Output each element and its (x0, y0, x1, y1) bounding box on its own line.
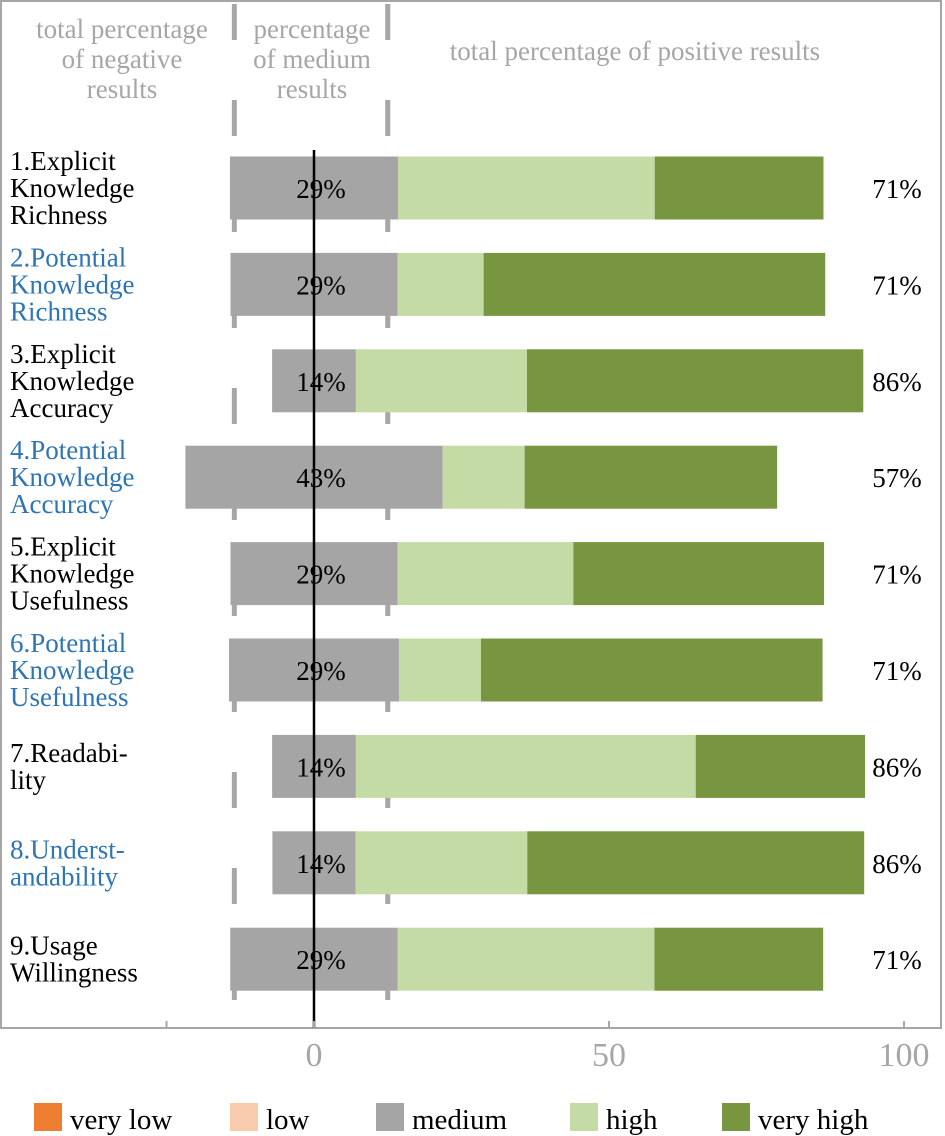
category-label-6: 6.Potential Knowledge Usefulness (10, 628, 134, 712)
category-label-7: 7.Readabi-lity (10, 738, 128, 795)
bar-very-high-6 (480, 638, 823, 702)
positive-total-label-8: 86% (872, 849, 922, 879)
bar-high-4 (442, 445, 525, 509)
positive-total-label-6: 71% (872, 656, 922, 686)
category-label-line: Knowledge (10, 655, 134, 685)
category-label-line: 5.Explicit (10, 532, 116, 562)
bar-high-3 (355, 349, 527, 413)
bar-high-9 (397, 927, 655, 991)
category-label-8: 8.Underst-andability (10, 834, 125, 891)
x-tick-label: 50 (592, 1037, 626, 1074)
bar-very-high-4 (524, 445, 778, 509)
positive-total-label-5: 71% (872, 560, 922, 590)
header-medium-line: of medium (253, 44, 371, 74)
medium-percent-label-3: 14% (296, 367, 346, 397)
positive-total-label-2: 71% (872, 270, 922, 300)
positive-total-label-9: 71% (872, 945, 922, 975)
category-label-line: Accuracy (10, 393, 114, 423)
header-medium: percentage of medium results (253, 14, 371, 104)
medium-percent-label-7: 14% (296, 752, 346, 782)
positive-total-label-7: 86% (872, 752, 922, 782)
legend-label-medium: medium (412, 1104, 507, 1136)
bar-high-5 (397, 542, 574, 606)
bar-high-1 (398, 156, 655, 220)
column-headers: total percentage of negative resultspercen… (36, 14, 820, 104)
x-tick-label: 100 (879, 1037, 930, 1074)
bar-very-high-7 (695, 734, 866, 798)
category-label-line: 9.Usage (10, 931, 98, 961)
x-axis: 0 50 100 (165, 1021, 930, 1074)
legend-label-high: high (606, 1104, 658, 1136)
bar-high-6 (398, 638, 481, 702)
header-negative-line: results (87, 74, 158, 104)
category-label-9: 9.Usage Willingness (10, 931, 138, 988)
legend-swatch-medium (376, 1103, 404, 1131)
category-label-line: 1.Explicit (10, 146, 116, 176)
category-label-line: Knowledge (10, 559, 134, 589)
plot-frame (0, 0, 942, 1029)
category-label-line: Richness (10, 200, 108, 230)
bar-very-high-3 (526, 349, 864, 413)
category-label-3: 3.Explicit Knowledge Accuracy (10, 339, 134, 423)
category-label-line: 2.Potential (10, 242, 126, 272)
category-label-line: Richness (10, 296, 108, 326)
legend-swatch-very-high (722, 1103, 750, 1131)
legend-label-low: low (266, 1104, 310, 1136)
category-label-line: 7.Readabi- (10, 738, 128, 768)
divider-lines (231, 4, 391, 1028)
bar-high-8 (355, 831, 528, 895)
category-label-line: 4.Potential (10, 435, 126, 465)
legend-label-very-high: very high (758, 1104, 869, 1136)
bar-very-high-9 (654, 927, 824, 991)
medium-percent-label-6: 29% (296, 656, 346, 686)
category-label-line: 8.Underst- (10, 834, 125, 864)
category-label-line: Knowledge (10, 366, 134, 396)
category-label-line: Knowledge (10, 462, 134, 492)
header-negative-line: of negative (62, 44, 183, 74)
bar-high-2 (397, 252, 484, 316)
bar-very-high-5 (573, 542, 825, 606)
medium-percent-label-1: 29% (296, 174, 346, 204)
medium-percent-label-9: 29% (296, 945, 346, 975)
x-tick-label: 0 (306, 1037, 323, 1074)
bar-high-7 (355, 734, 696, 798)
medium-percent-label-2: 29% (296, 270, 346, 300)
category-label-4: 4.Potential Knowledge Accuracy (10, 435, 134, 519)
category-label-line: andability (10, 861, 118, 891)
bar-very-high-8 (527, 831, 865, 895)
positive-total-label-1: 71% (872, 174, 922, 204)
category-label-5: 5.Explicit Knowledge Usefulness (10, 532, 134, 616)
category-label-line: 6.Potential (10, 628, 126, 658)
category-label-line: lity (10, 765, 47, 795)
legend: very low low medium high very high (34, 1103, 869, 1136)
legend-swatch-high (570, 1103, 598, 1131)
medium-percent-label-8: 14% (296, 849, 346, 879)
category-label-line: 3.Explicit (10, 339, 116, 369)
medium-percent-label-4: 43% (296, 463, 346, 493)
category-label-line: Accuracy (10, 489, 114, 519)
header-positive: total percentage of positive results (450, 36, 820, 66)
positive-total-label-4: 57% (872, 463, 922, 493)
bar-very-high-2 (483, 252, 826, 316)
header-medium-line: percentage (254, 14, 371, 44)
category-label-line: Knowledge (10, 173, 134, 203)
header-medium-line: results (277, 74, 348, 104)
category-label-line: Willingness (10, 958, 138, 988)
category-label-line: Knowledge (10, 269, 134, 299)
category-label-2: 2.Potential Knowledge Richness (10, 242, 134, 326)
positive-total-label-3: 86% (872, 367, 922, 397)
legend-swatch-low (230, 1103, 258, 1131)
bar-very-high-1 (654, 156, 824, 220)
category-label-line: Usefulness (10, 586, 128, 616)
medium-percent-label-5: 29% (296, 560, 346, 590)
category-label-line: Usefulness (10, 682, 128, 712)
legend-swatch-very-low (34, 1103, 62, 1131)
bar-layer (185, 156, 866, 991)
category-label-1: 1.Explicit Knowledge Richness (10, 146, 134, 230)
header-negative: total percentage of negative results (36, 14, 208, 104)
legend-label-very-low: very low (70, 1104, 172, 1136)
header-negative-line: total percentage (36, 14, 208, 44)
